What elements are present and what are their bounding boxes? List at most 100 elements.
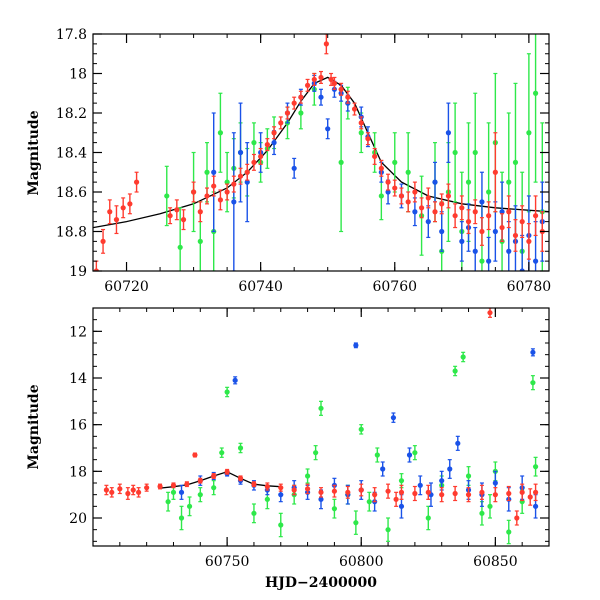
- data-point: [459, 195, 465, 221]
- data-point: [526, 53, 532, 213]
- data-point: [338, 82, 344, 96]
- top-panel: 60720 60740 60760 60780 17.8 18 18.2 18.4 18.6 18…: [56, 27, 552, 295]
- y-tick-label: 18.8: [56, 225, 87, 241]
- data-point: [304, 78, 311, 92]
- top-y-axis-label: Magnitude: [26, 110, 42, 195]
- data-point: [237, 102, 244, 203]
- data-point: [174, 199, 180, 221]
- data-point: [217, 189, 224, 211]
- x-tick-label: 60800: [339, 554, 384, 570]
- data-point: [406, 447, 413, 463]
- data-point: [164, 165, 170, 227]
- data-point: [445, 183, 452, 209]
- data-point: [237, 167, 244, 185]
- data-point: [251, 481, 257, 488]
- data-point: [127, 193, 133, 215]
- data-point: [472, 226, 478, 271]
- data-point: [323, 34, 329, 55]
- data-point: [197, 201, 203, 223]
- data-point: [479, 217, 485, 246]
- data-point: [217, 92, 224, 173]
- data-point: [204, 187, 210, 205]
- x-axis-label: HJD−2400000: [265, 575, 377, 591]
- data-point: [452, 485, 458, 502]
- data-point: [170, 482, 177, 489]
- data-point: [527, 488, 533, 506]
- data-point: [455, 435, 461, 451]
- data-point: [445, 102, 452, 163]
- data-point: [452, 365, 458, 377]
- data-point: [211, 480, 217, 496]
- series-red: [103, 308, 539, 526]
- data-point: [398, 484, 405, 500]
- data-point: [405, 191, 411, 213]
- x-tick-label: 60780: [507, 279, 552, 295]
- data-point: [186, 496, 193, 517]
- data-point: [211, 112, 217, 233]
- data-point: [224, 386, 230, 398]
- data-point: [439, 193, 445, 215]
- data-point: [165, 491, 171, 512]
- data-point: [486, 236, 492, 271]
- bottom-y-axis-label: Magnitude: [26, 384, 42, 469]
- data-point: [459, 221, 465, 262]
- data-point: [328, 72, 334, 86]
- data-point: [244, 163, 250, 181]
- data-point: [338, 92, 344, 233]
- data-point: [412, 445, 418, 461]
- series-green: [164, 34, 545, 271]
- data-point: [353, 342, 359, 349]
- plot-area: [93, 34, 549, 271]
- data-point: [291, 157, 297, 179]
- data-point: [492, 487, 498, 503]
- data-point: [144, 483, 150, 492]
- data-point: [358, 483, 364, 497]
- data-point: [224, 468, 230, 475]
- data-point: [417, 475, 423, 496]
- data-point: [432, 161, 438, 203]
- data-point: [393, 491, 399, 507]
- data-point: [412, 485, 418, 502]
- data-point: [136, 487, 142, 498]
- series-red: [93, 34, 545, 271]
- plot-area: [103, 308, 539, 545]
- data-point: [258, 147, 264, 165]
- y-tick-label: 18.4: [56, 146, 87, 162]
- data-point: [211, 175, 217, 197]
- data-point: [291, 484, 297, 496]
- data-point: [318, 400, 324, 416]
- data-point: [439, 487, 445, 503]
- data-point: [120, 197, 126, 219]
- data-point: [318, 487, 324, 498]
- plot-frame: [92, 33, 550, 272]
- data-point: [219, 447, 225, 458]
- data-point: [232, 376, 238, 385]
- data-point: [530, 375, 536, 391]
- data-point: [425, 505, 431, 531]
- data-point: [184, 481, 190, 488]
- data-point: [425, 484, 431, 500]
- data-point: [331, 484, 338, 498]
- data-point: [506, 519, 512, 545]
- data-point: [264, 138, 270, 152]
- data-point: [479, 484, 485, 500]
- data-point: [465, 209, 472, 235]
- data-point: [192, 452, 198, 458]
- x-tick-label: 60850: [473, 554, 518, 570]
- data-point: [486, 201, 492, 231]
- data-point: [133, 171, 140, 193]
- data-point: [425, 205, 431, 239]
- data-point: [452, 203, 458, 229]
- data-point: [100, 228, 106, 254]
- data-point: [358, 424, 364, 435]
- data-point: [180, 209, 187, 231]
- data-point: [519, 483, 525, 502]
- data-point: [313, 445, 319, 461]
- data-point: [530, 348, 536, 357]
- data-point: [532, 456, 539, 477]
- data-point: [452, 102, 458, 203]
- data-point: [499, 213, 505, 242]
- data-point: [465, 487, 472, 503]
- data-point: [380, 461, 386, 477]
- data-point: [278, 512, 284, 538]
